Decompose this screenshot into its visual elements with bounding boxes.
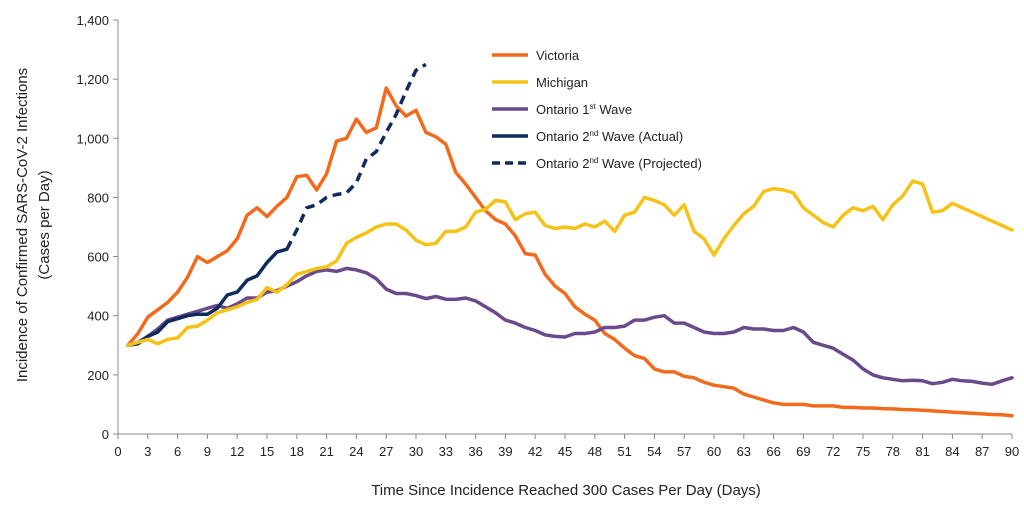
x-tick-label: 78 bbox=[886, 444, 900, 459]
x-tick-label: 48 bbox=[588, 444, 602, 459]
legend-label: Ontario 2nd Wave (Projected) bbox=[536, 156, 702, 171]
series-line-ontario-2nd-wave-actual bbox=[126, 247, 289, 348]
x-tick-label: 66 bbox=[766, 444, 780, 459]
series-line-michigan bbox=[126, 179, 1014, 348]
x-tick-label: 90 bbox=[1005, 444, 1019, 459]
y-axis-title-line-1: Incidence of Confirmed SARS-CoV-2 Infect… bbox=[14, 68, 31, 382]
y-tick-label: 1,400 bbox=[76, 13, 109, 28]
x-tick-label: 36 bbox=[468, 444, 482, 459]
x-tick-label: 15 bbox=[260, 444, 274, 459]
y-tick-label: 200 bbox=[87, 368, 109, 383]
x-tick-label: 81 bbox=[915, 444, 929, 459]
x-tick-label: 87 bbox=[975, 444, 989, 459]
x-tick-label: 57 bbox=[677, 444, 691, 459]
x-tick-label: 63 bbox=[737, 444, 751, 459]
series-line-ontario-1st-wave bbox=[126, 266, 1014, 387]
y-tick-label: 1,200 bbox=[76, 72, 109, 87]
legend: Victoria Michigan Ontario 1st Wave Ontario … bbox=[492, 48, 702, 171]
x-tick-label: 6 bbox=[174, 444, 181, 459]
x-tick-label: 12 bbox=[230, 444, 244, 459]
x-tick-label: 75 bbox=[856, 444, 870, 459]
y-tick-label: 1,000 bbox=[76, 131, 109, 146]
series-line-victoria bbox=[126, 86, 1014, 418]
x-tick-label: 27 bbox=[379, 444, 393, 459]
x-tick-label: 3 bbox=[144, 444, 151, 459]
legend-label: Ontario 2nd Wave (Actual) bbox=[536, 129, 683, 144]
x-tick-label: 54 bbox=[647, 444, 661, 459]
y-tick-label: 600 bbox=[87, 250, 109, 265]
series-line-ontario-2nd-wave-projected bbox=[285, 62, 427, 251]
x-tick-label: 9 bbox=[204, 444, 211, 459]
y-tick-label: 800 bbox=[87, 190, 109, 205]
legend-label: Victoria bbox=[536, 48, 580, 63]
x-tick-label: 18 bbox=[290, 444, 304, 459]
x-tick-label: 60 bbox=[707, 444, 721, 459]
x-tick-label: 69 bbox=[796, 444, 810, 459]
x-tick-label: 39 bbox=[498, 444, 512, 459]
x-tick-label: 72 bbox=[826, 444, 840, 459]
legend-label: Michigan bbox=[536, 75, 588, 90]
x-tick-label: 45 bbox=[558, 444, 572, 459]
x-tick-label: 42 bbox=[528, 444, 542, 459]
x-tick-label: 51 bbox=[617, 444, 631, 459]
y-axis-title-line-2: (Cases per Day) bbox=[36, 170, 53, 279]
y-tick-label: 400 bbox=[87, 309, 109, 324]
y-tick-label: 0 bbox=[102, 427, 109, 442]
x-axis-title: Time Since Incidence Reached 300 Cases P… bbox=[371, 482, 761, 499]
x-tick-label: 30 bbox=[409, 444, 423, 459]
legend-label: Ontario 1st Wave bbox=[536, 102, 632, 117]
x-tick-label: 84 bbox=[945, 444, 959, 459]
x-tick-label: 21 bbox=[319, 444, 333, 459]
x-tick-label: 0 bbox=[114, 444, 121, 459]
x-tick-label: 33 bbox=[439, 444, 453, 459]
x-tick-label: 24 bbox=[349, 444, 363, 459]
